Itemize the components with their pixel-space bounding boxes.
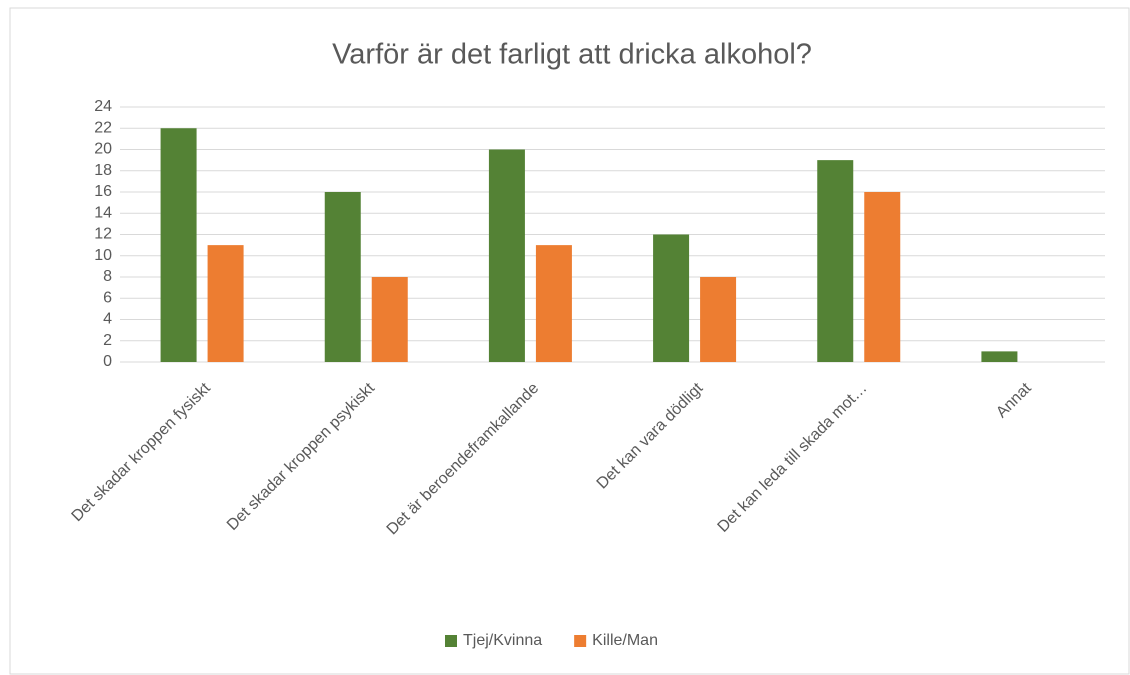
y-tick-label: 22 bbox=[94, 119, 112, 136]
bar bbox=[864, 192, 901, 362]
bar bbox=[535, 245, 572, 362]
bar bbox=[160, 128, 197, 362]
y-tick-label: 8 bbox=[103, 268, 112, 285]
y-tick-label: 0 bbox=[103, 353, 112, 370]
y-tick-label: 14 bbox=[94, 204, 112, 221]
y-tick-label: 24 bbox=[94, 98, 112, 115]
bar bbox=[324, 192, 361, 362]
y-tick-label: 2 bbox=[103, 332, 112, 349]
bar bbox=[700, 277, 737, 362]
y-tick-label: 18 bbox=[94, 162, 112, 179]
y-tick-label: 12 bbox=[94, 226, 112, 243]
y-tick-label: 6 bbox=[103, 289, 112, 306]
legend-label: Tjej/Kvinna bbox=[463, 632, 542, 649]
bar bbox=[488, 149, 525, 362]
bar bbox=[981, 351, 1018, 362]
bar bbox=[817, 160, 854, 362]
legend-label: Kille/Man bbox=[592, 632, 658, 649]
legend-swatch bbox=[574, 635, 587, 647]
y-tick-label: 4 bbox=[103, 311, 112, 328]
bar bbox=[207, 245, 244, 362]
y-tick-label: 16 bbox=[94, 183, 112, 200]
y-tick-label: 10 bbox=[94, 247, 112, 264]
y-tick-label: 20 bbox=[94, 141, 112, 158]
chart-title: Varför är det farligt att dricka alkohol… bbox=[332, 39, 812, 71]
bar bbox=[653, 234, 690, 362]
legend-swatch bbox=[445, 635, 457, 647]
bar bbox=[371, 277, 408, 362]
